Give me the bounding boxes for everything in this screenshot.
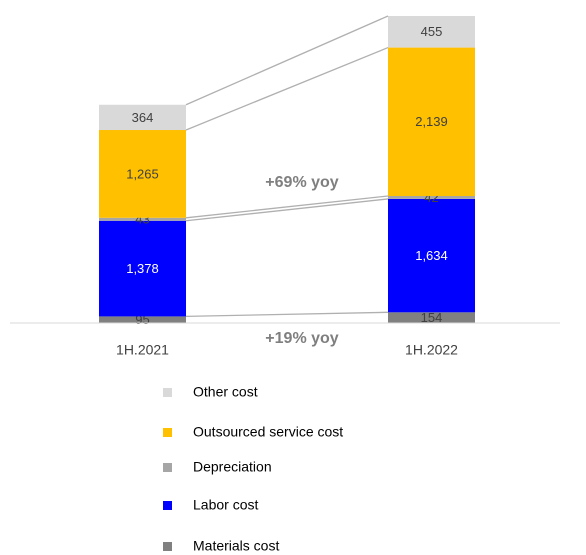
legend-label: Materials cost: [193, 538, 279, 554]
connector-line: [185, 195, 389, 219]
value-label: 364: [132, 110, 154, 125]
connector-line: [185, 46, 389, 131]
bar-segment: [388, 196, 475, 199]
legend-label: Other cost: [193, 384, 258, 400]
bar-segment: [388, 312, 475, 323]
legend-swatch: [163, 463, 172, 472]
annotation: +69% yoy: [265, 174, 338, 191]
connector-line: [185, 15, 389, 106]
legend-swatch: [163, 501, 172, 510]
bar-segment: [99, 220, 186, 317]
legend-swatch: [163, 388, 172, 397]
legend-swatch: [163, 428, 172, 437]
value-label: 2,139: [415, 114, 448, 129]
bar-segment: [388, 198, 475, 313]
value-label: 154: [421, 310, 443, 325]
bar-segment: [99, 217, 186, 221]
connector-line: [185, 311, 389, 318]
value-label: 1,378: [126, 261, 159, 276]
legend-label: Outsourced service cost: [193, 424, 343, 440]
x-tick-label: 1H.2022: [405, 342, 458, 358]
bar-segment: [388, 16, 475, 48]
connector-line: [185, 198, 389, 222]
value-label: 1,634: [415, 248, 448, 263]
bar-segment: [99, 130, 186, 218]
bar-segment: [99, 104, 186, 131]
bar-segment: [388, 47, 475, 197]
value-label: 1,265: [126, 166, 159, 181]
value-label: 455: [421, 24, 443, 39]
bar-segment: [99, 316, 186, 323]
x-tick-label: 1H.2021: [116, 342, 169, 358]
legend-label: Labor cost: [193, 497, 258, 513]
legend-label: Depreciation: [193, 459, 272, 475]
annotation: +19% yoy: [265, 330, 338, 347]
legend-swatch: [163, 542, 172, 551]
